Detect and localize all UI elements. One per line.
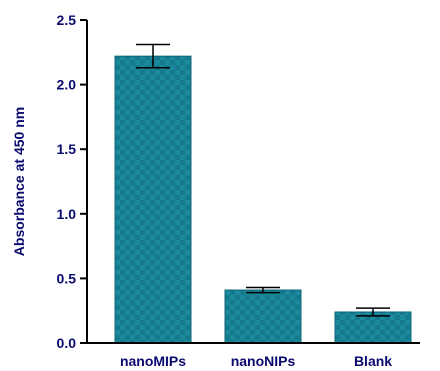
y-tick-label: 0.0: [57, 335, 77, 351]
y-tick-label: 2.0: [57, 77, 77, 93]
y-tick-label: 1.5: [57, 141, 77, 157]
x-tick-label: nanoNIPs: [231, 353, 296, 369]
y-tick-label: 0.5: [57, 270, 77, 286]
axes-layer: [86, 20, 420, 344]
bar-nanonips: [224, 289, 302, 344]
error-bar-nanomips: [136, 43, 170, 69]
y-tick-label: 2.5: [57, 12, 77, 28]
x-labels-layer: nanoMIPs nanoNIPs Blank: [120, 353, 392, 369]
error-bar-nanonips: [246, 286, 280, 294]
error-bars-layer: [136, 43, 390, 317]
x-tick-label: nanoMIPs: [120, 353, 186, 369]
bar-nanomips: [114, 55, 192, 344]
y-tick-label: 1.0: [57, 206, 77, 222]
bars-layer: [114, 55, 412, 344]
x-tick-label: Blank: [354, 353, 392, 369]
error-bar-blank: [356, 307, 390, 317]
y-axis-title: Absorbance at 450 nm: [11, 107, 27, 256]
bar-blank: [334, 311, 412, 344]
y-ticks-layer: 0.0 0.5 1.0 1.5 2.0 2.5: [57, 12, 87, 351]
